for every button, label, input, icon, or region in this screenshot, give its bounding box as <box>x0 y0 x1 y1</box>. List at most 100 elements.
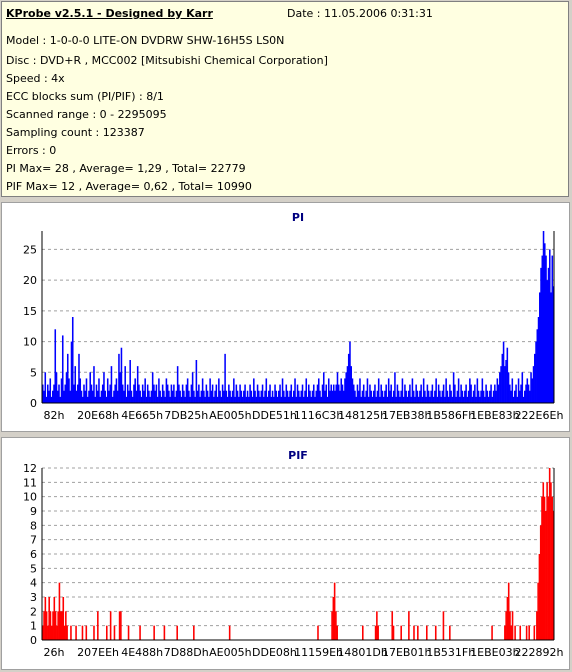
pi-bar <box>437 384 440 403</box>
pi-bar <box>195 360 198 403</box>
pi-bar <box>301 384 304 403</box>
pi-bar <box>45 396 48 403</box>
pi-bar <box>389 390 391 403</box>
pi-bar <box>515 384 517 403</box>
pi-bar <box>226 396 229 403</box>
pi-bar <box>88 390 90 403</box>
pi-bar <box>504 366 506 403</box>
pif-bar <box>139 625 141 640</box>
pi-bar <box>399 396 401 403</box>
pi-bar <box>234 396 236 403</box>
pi-bar <box>169 396 171 403</box>
pif-bar <box>332 597 335 640</box>
pi-bar <box>205 384 208 403</box>
pi-bar <box>99 396 101 403</box>
pi-bar <box>240 390 243 403</box>
pi-bar <box>487 396 490 403</box>
pi-bar <box>230 396 233 403</box>
pi-bar <box>434 390 436 403</box>
pi-bar <box>106 378 109 403</box>
pi-bar <box>54 329 57 403</box>
pif-bar <box>525 625 528 640</box>
pi-bar <box>484 396 486 403</box>
pi-bar <box>471 396 474 403</box>
pi-bar <box>527 384 530 403</box>
pif-bar <box>426 625 428 640</box>
pi-bar <box>189 396 191 403</box>
pif-bar <box>109 611 112 640</box>
pi-bar <box>211 384 214 403</box>
pi-bar <box>514 390 516 403</box>
pif-bar <box>54 611 57 640</box>
pi-bar <box>547 267 550 403</box>
pi-bar <box>312 384 315 403</box>
pi-bar <box>334 390 336 403</box>
pi-bar <box>519 390 521 403</box>
pi-bar <box>385 384 387 403</box>
pi-bar <box>495 390 497 403</box>
pif-bar <box>335 611 337 640</box>
pi-bar <box>427 390 430 403</box>
pi-bar <box>447 396 450 403</box>
pif-bar <box>66 625 68 640</box>
pi-bar <box>223 390 225 403</box>
pi-bar <box>81 396 84 403</box>
pi-bar <box>505 360 507 403</box>
pi-bar <box>100 390 103 403</box>
pi-bar <box>472 390 475 403</box>
pi-bar <box>525 384 527 403</box>
pi-bar <box>429 396 431 403</box>
pi-bar <box>221 384 224 403</box>
pi-bar <box>203 390 205 403</box>
pi-bar <box>535 341 537 403</box>
pi-bar <box>303 396 305 403</box>
pi-bar <box>430 390 432 403</box>
pi-bar <box>58 384 60 403</box>
pif-y-tick-label: 4 <box>30 577 37 590</box>
pi-bar <box>354 390 356 403</box>
pi-bar <box>279 384 281 403</box>
pif-bar <box>536 611 538 640</box>
pi-bar <box>89 372 91 403</box>
pi-bar <box>362 384 365 403</box>
pi-bar <box>317 378 320 403</box>
pi-bar <box>431 384 434 403</box>
pif-bar <box>506 597 509 640</box>
pi-bar <box>133 384 135 403</box>
pi-bar <box>290 384 293 403</box>
pi-bar <box>216 396 219 403</box>
pi-bar <box>440 396 442 403</box>
pi-bar <box>417 396 420 403</box>
pi-bar <box>364 396 366 403</box>
pi-bar <box>316 384 319 403</box>
pi-bar <box>79 378 82 403</box>
pi-bar <box>322 372 325 403</box>
pi-bar <box>449 384 451 403</box>
pi-bar <box>306 396 309 403</box>
pi-bar <box>86 396 89 403</box>
pi-bar <box>139 390 141 403</box>
pi-bar <box>339 390 341 403</box>
pi-bar <box>315 390 318 403</box>
pi-bar <box>462 396 465 403</box>
pi-bar <box>421 396 424 403</box>
pi-bar <box>390 384 392 403</box>
pi-bar <box>243 390 245 403</box>
pi-bar <box>85 378 88 403</box>
pif-y-tick-label: 1 <box>30 620 37 633</box>
pi-bar <box>53 384 55 403</box>
pi-bar <box>371 396 374 403</box>
pi-bar <box>119 372 121 403</box>
pi-bar <box>140 396 143 403</box>
pi-bar <box>419 390 421 403</box>
pi-bar <box>351 378 354 403</box>
pi-bar <box>467 390 470 403</box>
pi-bar <box>409 384 411 403</box>
pi-bar <box>163 390 165 403</box>
pif-bar <box>61 611 63 640</box>
pi-bar <box>335 384 338 403</box>
pi-bar <box>298 390 300 403</box>
pif-y-tick-label: 2 <box>30 605 37 618</box>
pif-bar <box>336 625 338 640</box>
pif-bar <box>59 611 62 640</box>
